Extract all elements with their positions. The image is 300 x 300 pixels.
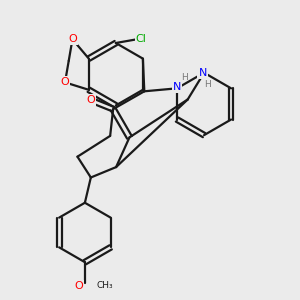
Text: N: N (173, 82, 181, 92)
Text: CH₃: CH₃ (96, 281, 113, 290)
Text: H: H (181, 73, 188, 82)
Text: O: O (61, 77, 69, 87)
Text: N: N (198, 68, 207, 78)
Text: O: O (74, 281, 83, 291)
Text: O: O (86, 95, 95, 105)
Text: O: O (68, 34, 77, 44)
Text: Cl: Cl (136, 34, 146, 44)
Text: H: H (204, 80, 210, 88)
